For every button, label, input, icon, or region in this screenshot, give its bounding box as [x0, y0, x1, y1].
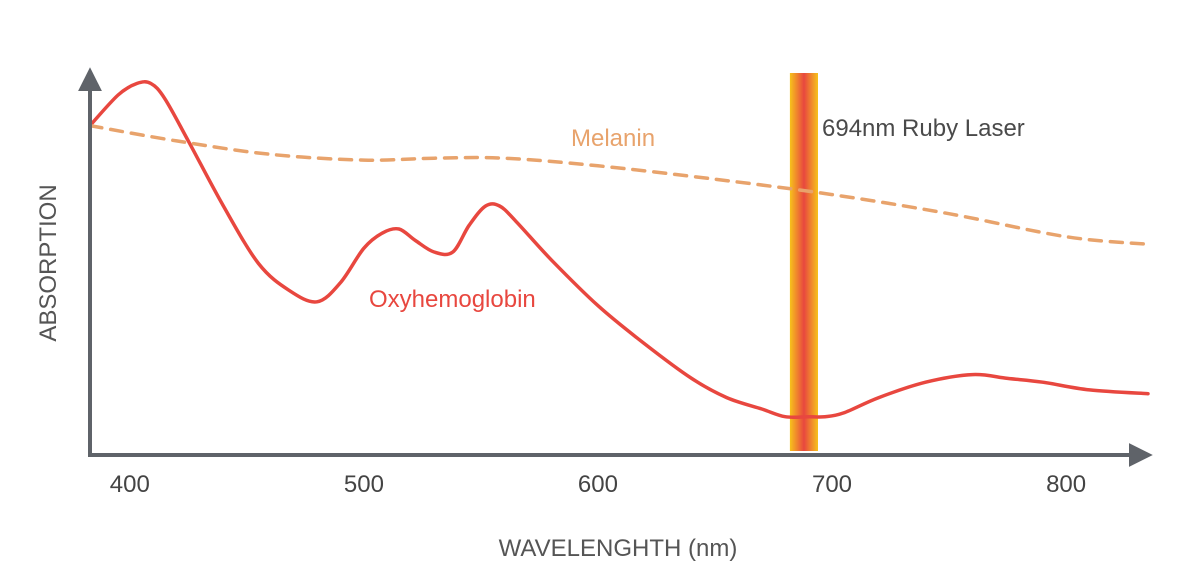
melanin-label: Melanin [571, 125, 655, 152]
x-tick-label-500: 500 [344, 471, 384, 498]
x-tick-label-700: 700 [812, 471, 852, 498]
x-tick-label-800: 800 [1046, 471, 1086, 498]
laser-band-layer [789, 73, 818, 451]
x-tick-label-400: 400 [110, 471, 150, 498]
laser-label: 694nm Ruby Laser [822, 115, 1025, 142]
series-layer [88, 80, 1150, 420]
series-labels: Melanin Oxyhemoglobin 694nm Ruby Laser [369, 115, 1025, 313]
y-axis-title: ABSORPTION [35, 184, 62, 341]
x-axis-title: WAVELENGHTH (nm) [499, 535, 738, 562]
oxyhemoglobin-line [88, 80, 1150, 420]
oxyhemoglobin-label: Oxyhemoglobin [369, 286, 536, 313]
x-tick-label-600: 600 [578, 471, 618, 498]
melanin-line [88, 123, 1150, 247]
x-tick-labels: 400 500 600 700 800 [110, 471, 1086, 498]
laser-band [789, 73, 818, 451]
